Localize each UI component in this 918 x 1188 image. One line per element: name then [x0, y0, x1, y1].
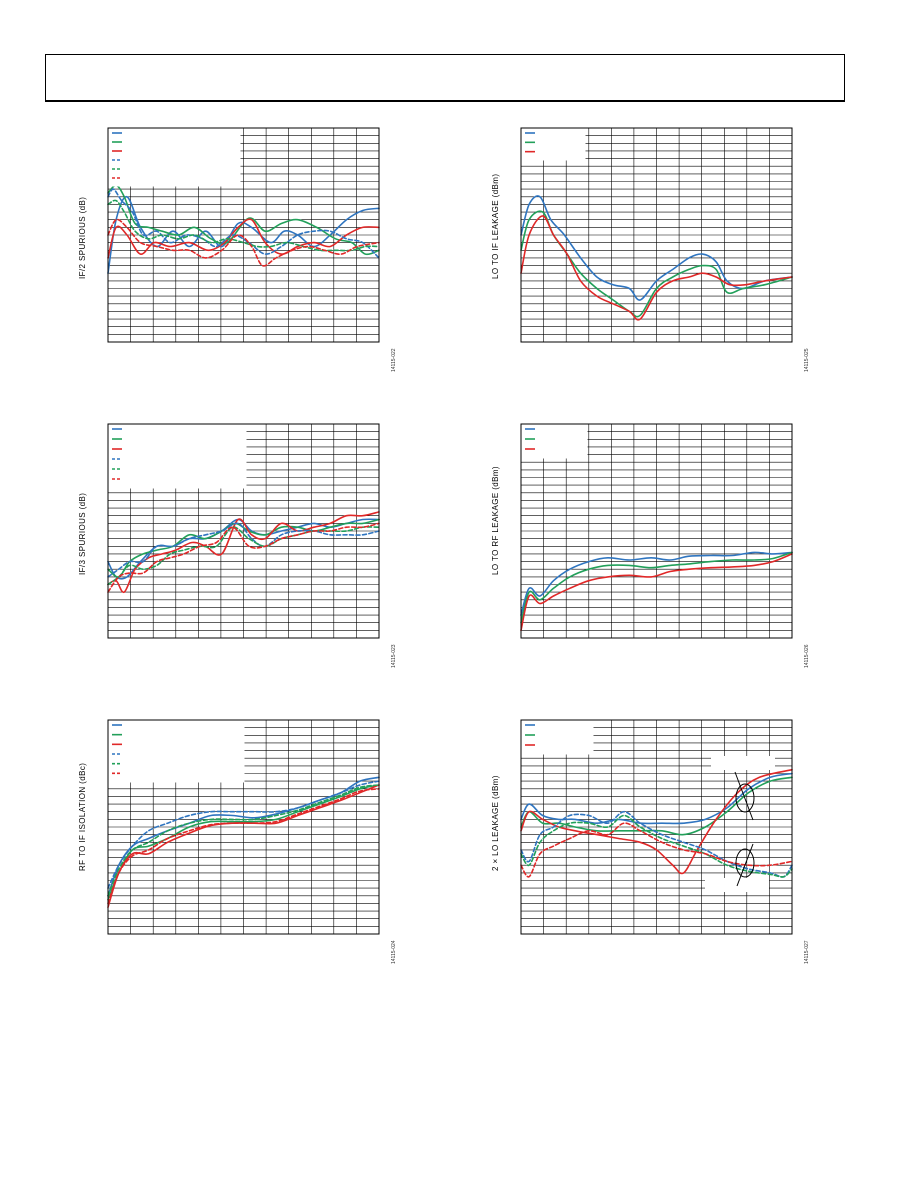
chart-plot-fig-025	[520, 127, 793, 343]
annotation-label-box-upper	[711, 756, 775, 770]
series-line-blue-dashed	[107, 522, 380, 578]
chart-series-group	[107, 511, 380, 594]
series-line-red-solid	[107, 218, 380, 259]
series-line-blue-dashed	[520, 810, 793, 878]
series-line-green-solid	[107, 784, 380, 901]
plot-border	[107, 423, 380, 639]
chart-legend	[521, 720, 594, 755]
series-line-red-solid	[520, 553, 793, 632]
series-line-red-solid	[520, 768, 793, 875]
chart-series-group	[520, 768, 793, 878]
legend-background	[521, 128, 586, 161]
chart-series-group	[520, 195, 793, 321]
chart-series-group	[107, 184, 380, 274]
figure-id-label: 14115-027	[804, 940, 810, 964]
annotation-ellipse-upper	[735, 783, 755, 813]
series-line-green-solid	[520, 551, 793, 624]
page-header	[45, 54, 845, 102]
chart-series-group	[520, 551, 793, 632]
series-line-red-dashed	[107, 788, 380, 905]
chart-panel-fig-022	[107, 127, 380, 343]
annotation-leader-lower	[736, 843, 754, 887]
series-line-green-solid	[107, 184, 380, 256]
y-axis-label: RF TO IF ISOLATION (dBc)	[78, 762, 87, 871]
chart-legend	[108, 720, 245, 783]
chart-grid	[521, 424, 792, 638]
y-axis-label: 2 × LO LEAKAGE (dBm)	[491, 775, 500, 871]
legend-background	[521, 424, 588, 459]
chart-plot-fig-026	[520, 423, 793, 639]
y-axis-label: IF/3 SPURIOUS (dB)	[78, 492, 87, 575]
chart-panel-fig-024	[107, 719, 380, 935]
series-line-blue-solid	[520, 195, 793, 301]
chart-series-group	[107, 776, 380, 909]
legend-background	[521, 720, 594, 755]
chart-legend	[521, 128, 586, 161]
plot-border	[107, 719, 380, 935]
chart-panel-fig-023	[107, 423, 380, 639]
y-axis-label: LO TO RF LEAKAGE (dBm)	[491, 466, 500, 575]
plot-border	[520, 127, 793, 343]
series-line-red-solid	[520, 215, 793, 321]
legend-background	[108, 128, 241, 187]
plot-border	[107, 127, 380, 343]
legend-background	[108, 424, 247, 489]
chart-panel-fig-025	[520, 127, 793, 343]
chart-annotations	[705, 756, 775, 892]
y-axis-label: IF/2 SPURIOUS (dB)	[78, 196, 87, 279]
chart-plot-fig-022	[107, 127, 380, 343]
chart-grid	[521, 128, 792, 342]
legend-background	[108, 720, 245, 783]
series-line-red-dashed	[520, 822, 793, 878]
figure-id-label: 14115-023	[391, 644, 397, 668]
figure-id-label: 14115-024	[391, 940, 397, 964]
series-line-blue-dashed	[107, 188, 380, 259]
chart-plot-fig-027	[520, 719, 793, 935]
series-line-red-dashed	[107, 522, 380, 593]
series-line-green-dashed	[520, 814, 793, 878]
chart-panel-fig-027	[520, 719, 793, 935]
chart-plot-fig-024	[107, 719, 380, 935]
series-line-blue-dashed	[107, 780, 380, 889]
chart-panel-fig-026	[520, 423, 793, 639]
plot-border	[520, 423, 793, 639]
series-line-green-dashed	[107, 784, 380, 897]
series-line-red-solid	[107, 511, 380, 594]
series-line-red-dashed	[107, 218, 380, 267]
series-line-green-dashed	[107, 199, 380, 252]
y-axis-label: LO TO IF LEAKAGE (dBm)	[491, 173, 500, 279]
figure-id-label: 14115-025	[804, 348, 810, 372]
figure-id-label: 14115-026	[804, 644, 810, 668]
plot-border	[520, 719, 793, 935]
series-line-blue-solid	[520, 551, 793, 616]
figure-id-label: 14115-022	[391, 348, 397, 372]
annotation-leader-upper	[734, 771, 754, 821]
chart-plot-fig-023	[107, 423, 380, 639]
chart-legend	[521, 424, 588, 459]
annotation-ellipse-lower	[735, 848, 755, 878]
chart-legend	[108, 128, 241, 187]
chart-legend	[108, 424, 247, 489]
